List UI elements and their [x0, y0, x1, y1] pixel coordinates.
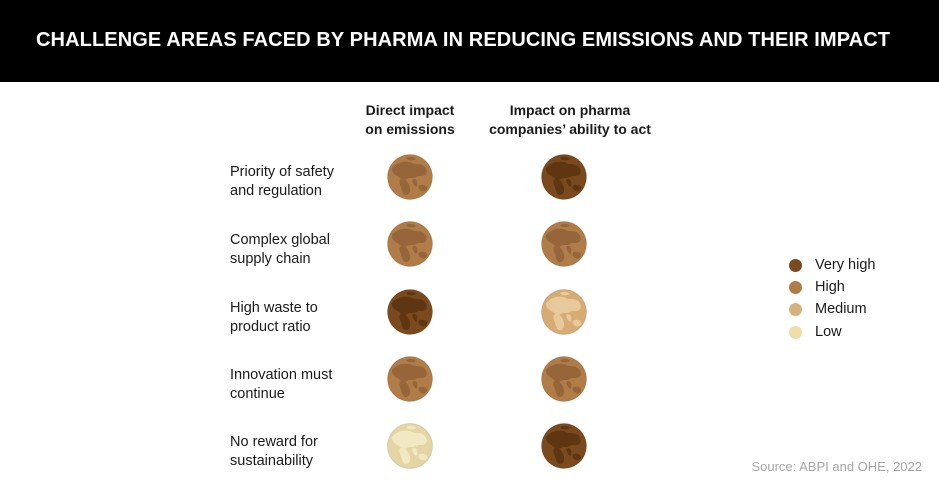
row-label-line: supply chain	[230, 251, 311, 267]
globe-marker-high	[541, 356, 587, 402]
column-header-direct-impact: Direct impact on emissions	[345, 101, 475, 139]
legend-swatch	[789, 325, 802, 339]
row-label-waste-ratio: High waste to product ratio	[230, 299, 318, 337]
legend-label: Low	[815, 324, 842, 340]
legend-item-medium: Medium	[789, 299, 867, 319]
legend-item-very-high: Very high	[789, 255, 875, 275]
row-label-line: and regulation	[230, 183, 322, 199]
globe-land	[391, 291, 428, 331]
globe-marker-very-high	[541, 423, 587, 469]
row-label-line: Innovation must	[230, 367, 333, 383]
globe-marker-high	[387, 356, 433, 402]
globe-land	[391, 358, 428, 398]
chart-title: CHALLENGE AREAS FACED BY PHARMA IN REDUC…	[36, 29, 891, 51]
legend-swatch	[789, 280, 802, 294]
column-header-line: on emissions	[365, 121, 455, 137]
row-label-supply-chain: Complex global supply chain	[230, 231, 330, 269]
row-label-line: continue	[230, 386, 285, 402]
row-label-innovation: Innovation must continue	[230, 366, 332, 404]
row-label-safety-regulation: Priority of safety and regulation	[230, 163, 334, 201]
legend-label: High	[815, 279, 845, 295]
globe-land	[391, 156, 428, 196]
row-label-line: Priority of safety	[230, 164, 334, 180]
row-label-line: Complex global	[230, 232, 330, 248]
globe-land	[545, 223, 582, 263]
legend-item-low: Low	[789, 322, 842, 342]
row-label-line: sustainability	[230, 453, 314, 469]
title-bar: CHALLENGE AREAS FACED BY PHARMA IN REDUC…	[0, 0, 939, 82]
row-label-line: No reward for	[230, 434, 318, 450]
globe-land	[545, 291, 582, 331]
globe-marker-high	[387, 154, 433, 200]
globe-marker-low	[387, 423, 433, 469]
globe-land	[545, 156, 582, 196]
row-label-line: High waste to	[230, 300, 318, 316]
globe-marker-medium	[541, 289, 587, 335]
legend-swatch	[789, 258, 802, 272]
source-note: Source: ABPI and OHE, 2022	[751, 459, 922, 474]
row-label-line: product ratio	[230, 319, 311, 335]
globe-land	[545, 425, 582, 465]
globe-marker-high	[387, 221, 433, 267]
legend-swatch	[789, 302, 802, 316]
column-header-line: Direct impact	[365, 102, 455, 118]
legend-item-high: High	[789, 277, 845, 297]
row-label-no-reward: No reward for sustainability	[230, 433, 318, 471]
globe-land	[391, 223, 428, 263]
globe-land	[391, 425, 428, 465]
legend-label: Very high	[815, 257, 876, 273]
globe-marker-high	[541, 221, 587, 267]
globe-marker-very-high	[541, 154, 587, 200]
column-header-line: Impact on pharma	[509, 102, 631, 118]
globe-marker-very-high	[387, 289, 433, 335]
column-header-ability-to-act: Impact on pharma companies’ ability to a…	[478, 101, 662, 139]
column-header-line: companies’ ability to act	[489, 121, 651, 137]
legend-label: Medium	[815, 301, 867, 317]
globe-land	[545, 358, 582, 398]
